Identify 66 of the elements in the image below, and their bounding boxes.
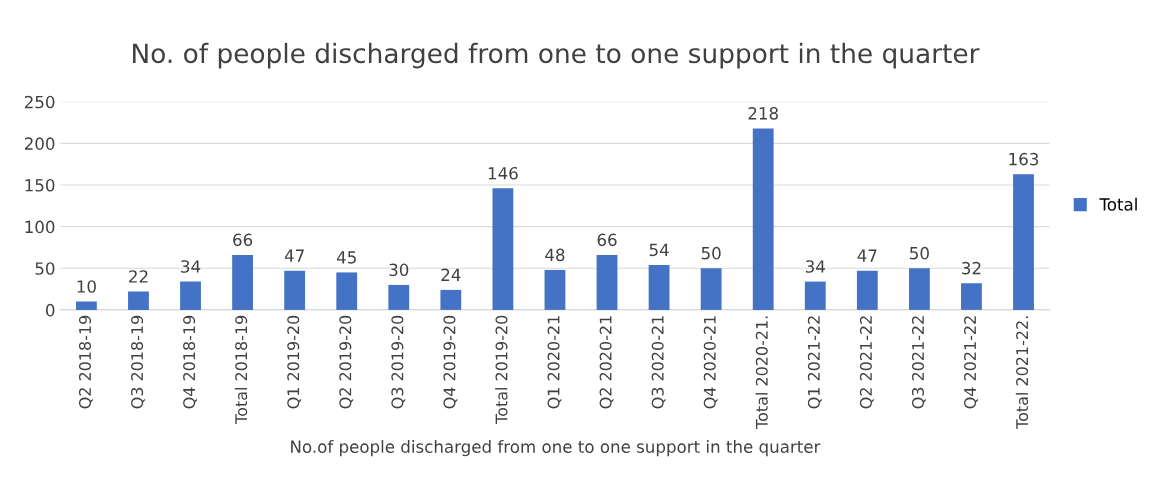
data-label: 50 (910, 246, 929, 260)
x-tick-label: Q1 2019-20 (287, 315, 302, 409)
bar (544, 269, 566, 310)
data-label: 45 (336, 251, 356, 264)
data-label: 47 (857, 249, 877, 262)
bar (336, 272, 358, 310)
x-tick-label: Total 2020-21. (755, 316, 768, 429)
x-tick-label: Q2 2018-19 (78, 315, 93, 409)
bar (492, 188, 514, 310)
bar (700, 268, 722, 310)
x-tick-label: Q3 2019-20 (391, 315, 406, 409)
x-tick-label: Q3 2018-19 (131, 315, 145, 409)
x-tick-label: Total 2018-19 (234, 315, 248, 424)
data-label: 50 (701, 246, 721, 260)
x-tick-label: Q3 2021-22 (911, 316, 926, 409)
x-tick-label: Total 2019-20 (495, 315, 508, 424)
data-label: 146 (488, 166, 518, 180)
x-tick-label: Total 2021-22. (1015, 316, 1029, 429)
y-tick-label: 100 (25, 220, 55, 234)
data-label: 218 (748, 107, 778, 120)
y-tick-label: 250 (24, 95, 55, 109)
bar (804, 281, 826, 310)
data-label: 48 (545, 248, 565, 262)
y-tick-label: 150 (25, 178, 55, 192)
data-label: 47 (284, 249, 304, 262)
bar (908, 268, 930, 310)
data-label: 32 (962, 261, 981, 275)
x-tick-label: Q1 2020-21 (547, 316, 562, 409)
x-tick-label: Q4 2018-19 (183, 315, 197, 409)
x-tick-label: Q2 2021-22 (859, 316, 874, 409)
x-tick-label: Q1 2021-22 (807, 316, 822, 409)
y-tick-label: 0 (46, 303, 55, 317)
data-label: 54 (649, 243, 669, 257)
x-axis-title: No.of people discharged from one to one support in the quarter (291, 440, 821, 457)
bar (232, 254, 253, 310)
data-label: 163 (1009, 152, 1039, 166)
data-label: 10 (77, 280, 96, 293)
x-tick-label: Q4 2020-21 (703, 316, 718, 409)
chart-title: No. of people discharged from one to one support in the quarter (133, 42, 980, 69)
data-label: 66 (233, 233, 253, 247)
x-tick-label: Q3 2020-21 (651, 316, 666, 409)
bar (440, 289, 462, 310)
bar (648, 264, 670, 310)
data-label: 30 (389, 263, 409, 277)
bar (388, 284, 410, 310)
x-tick-label: Q4 2021-22 (964, 316, 978, 409)
y-tick-label: 200 (24, 137, 55, 150)
bar (180, 281, 201, 310)
bar (961, 283, 982, 310)
data-label: 34 (181, 260, 201, 273)
bar (752, 128, 774, 310)
y-tick-label: 50 (35, 262, 55, 275)
bar (596, 254, 618, 310)
data-label: 66 (597, 233, 617, 247)
x-tick-label: Q2 2020-21 (599, 316, 614, 409)
bar (1013, 174, 1034, 310)
x-tick-label: Q4 2019-20 (443, 315, 458, 409)
data-label: 24 (441, 268, 461, 281)
bar (856, 270, 878, 310)
data-label: 34 (805, 260, 825, 273)
bar (128, 291, 149, 310)
bar (284, 270, 306, 310)
bar (75, 301, 97, 310)
data-label: 22 (129, 270, 148, 283)
legend-label: Total (1099, 197, 1137, 211)
x-tick-label: Q2 2019-20 (339, 315, 354, 409)
